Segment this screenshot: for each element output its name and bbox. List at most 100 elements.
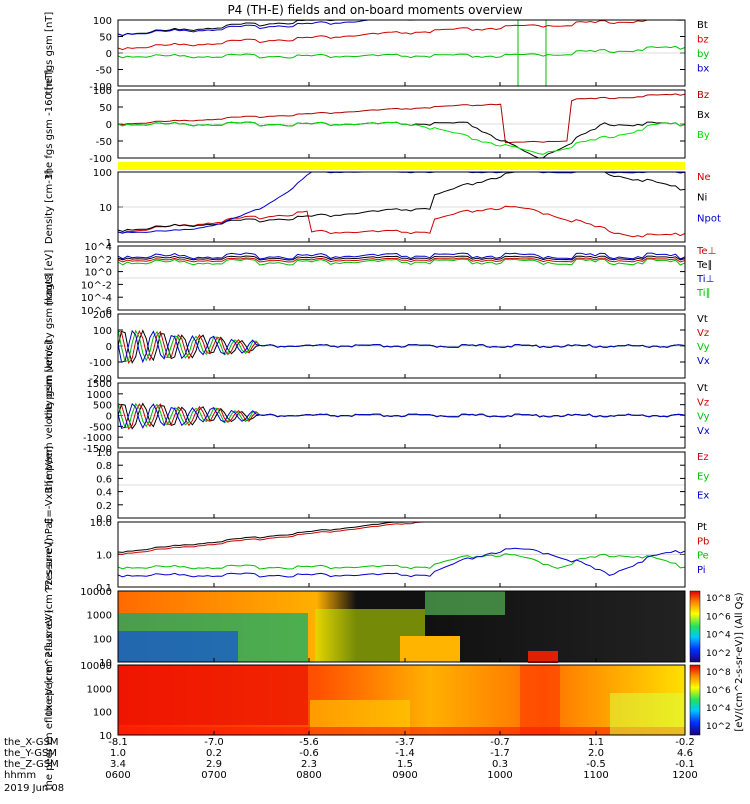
panel-frame bbox=[117, 19, 686, 87]
figure-title: P4 (TH-E) fields and on-board moments ov… bbox=[227, 3, 522, 17]
legend-label: Bz bbox=[697, 90, 709, 101]
ytick-label: 1 bbox=[106, 238, 112, 249]
ytick-label: 0 bbox=[106, 120, 112, 131]
legend-label: bx bbox=[697, 64, 709, 75]
colorbar-strip bbox=[689, 590, 701, 663]
ytick-label: -100 bbox=[89, 154, 112, 165]
legend-label: Ne bbox=[697, 172, 711, 183]
series-line-Vx bbox=[117, 403, 686, 429]
legend-label: Npot bbox=[697, 213, 721, 224]
panel-ylabel: Density [cm-3] bbox=[44, 170, 55, 244]
spectrogram-band bbox=[118, 665, 308, 725]
legend-label: Pb bbox=[697, 536, 709, 547]
footer-value: 0700 bbox=[201, 770, 226, 781]
legend-label: Ey bbox=[697, 471, 709, 482]
panel-8: Pressure [nPa] 10.0 1.0 0.1 Pt Pb Pe Pi bbox=[44, 518, 709, 594]
legend-label: Vy bbox=[697, 342, 710, 353]
ytick-label: 100 bbox=[93, 168, 112, 179]
footer-value: -0.5 bbox=[586, 759, 606, 770]
ytick-label: 500 bbox=[93, 401, 112, 412]
ytick-label: 10.0 bbox=[90, 518, 112, 529]
series-line-bz bbox=[117, 19, 686, 51]
legend-label: Ex bbox=[697, 491, 709, 502]
series-line-Ti∥ bbox=[117, 258, 686, 266]
panel-5: the peim velocity gsm [km/s] 2001000-100-… bbox=[44, 273, 710, 420]
legend-label: Ni bbox=[697, 193, 707, 204]
ytick-label: 10^-2 bbox=[81, 280, 112, 291]
ytick-label: 1000 bbox=[87, 684, 112, 695]
ytick-label: 10 bbox=[99, 731, 112, 742]
footer-value: -7.0 bbox=[204, 737, 224, 748]
series-line-Ti⊥ bbox=[117, 252, 686, 260]
ytick-label: -1000 bbox=[83, 433, 112, 444]
legend-label: Te∥ bbox=[696, 260, 713, 271]
spectrogram-band bbox=[118, 727, 685, 735]
legend-label: Vz bbox=[697, 328, 709, 339]
colorbar-tick: 10^8 bbox=[706, 668, 731, 678]
panel-1: the fgs gsm [nT] 100 50 0 -50 -100 Bt bz by bx bbox=[44, 12, 709, 95]
ytick-label: 10^0 bbox=[85, 268, 112, 279]
panel-frame bbox=[117, 590, 686, 663]
colorbar-tick: 10^2 bbox=[706, 722, 731, 732]
footer-value: -5.6 bbox=[299, 737, 319, 748]
legend-label: Ez bbox=[697, 452, 709, 463]
series-line-By bbox=[117, 121, 686, 155]
colorbar-tick: 10^4 bbox=[706, 704, 731, 714]
legend-label: by bbox=[697, 49, 709, 60]
footer-value: -8.1 bbox=[108, 737, 128, 748]
legend-label: Pe bbox=[697, 551, 709, 562]
footer-value: 1.0 bbox=[110, 748, 126, 759]
legend-label: Bt bbox=[697, 20, 708, 31]
panel-frame bbox=[117, 89, 686, 159]
series-line-Bx bbox=[117, 121, 686, 159]
legend-label: By bbox=[697, 130, 710, 141]
footer-value: -0.6 bbox=[299, 748, 319, 759]
legend-label: Ti⊥ bbox=[696, 274, 714, 285]
legend-label: Vz bbox=[697, 397, 709, 408]
ytick-label: 100 bbox=[93, 708, 112, 719]
footer-value: -1.7 bbox=[490, 748, 510, 759]
footer-value: -0.2 bbox=[675, 737, 695, 748]
legend-label: Vx bbox=[697, 356, 710, 367]
colorbar-tick: 10^6 bbox=[706, 686, 731, 696]
footer-value: 4.6 bbox=[677, 748, 693, 759]
footer-value: 0600 bbox=[105, 770, 130, 781]
ytick-label: -100 bbox=[89, 358, 112, 369]
series-line-Bz bbox=[117, 93, 686, 144]
legend-label: Bx bbox=[697, 110, 710, 121]
panel-ylabel: E=-VxB [mV/m] bbox=[44, 446, 55, 524]
series-line-by bbox=[117, 45, 686, 59]
ytick-label: 10000 bbox=[80, 661, 112, 672]
panel-ylabel: Pressure [nPa] bbox=[44, 519, 55, 591]
panel-frame bbox=[117, 664, 686, 736]
ytick-label: 1000 bbox=[87, 390, 112, 401]
panel-7: E=-VxB [mV/m] 1.0 0.8 0.6 0.4 0.2 0.0 Ez Ey Ex bbox=[44, 446, 709, 525]
panel-ylabel: the peem velocity gsm [km/s] bbox=[44, 341, 55, 491]
panel-frame bbox=[117, 451, 686, 519]
ytick-label: 0.4 bbox=[96, 488, 112, 499]
legend-label: bz bbox=[697, 35, 709, 46]
panel-frame bbox=[117, 313, 686, 379]
ytick-label: -1500 bbox=[83, 444, 112, 455]
series-line-Te∥ bbox=[117, 255, 686, 261]
colorbar-strip bbox=[689, 664, 701, 736]
series-line-Pe bbox=[117, 553, 686, 570]
status-bar bbox=[118, 162, 685, 170]
spectrogram-band bbox=[400, 636, 460, 662]
ytick-label: 10^4 bbox=[85, 242, 112, 253]
ytick-label: 10^-4 bbox=[81, 293, 112, 304]
spectrogram-band bbox=[528, 651, 558, 663]
ytick-label: 0 bbox=[106, 342, 112, 353]
ytick-label: 1500 bbox=[87, 379, 112, 390]
footer-value: -0.7 bbox=[490, 737, 510, 748]
ytick-label: 10^2 bbox=[85, 255, 112, 266]
footer-value: 2.3 bbox=[301, 759, 317, 770]
ytick-label: 100 bbox=[93, 86, 112, 97]
footer-value: 1100 bbox=[583, 770, 608, 781]
panel-3: Density [cm-3] 100 10 1 Ne Ni Npot bbox=[44, 168, 721, 249]
colorbar-label: [eV/(cm^2-s-sr-eV)] (All Qs) bbox=[734, 592, 745, 731]
footer-value: -0.1 bbox=[675, 759, 695, 770]
ytick-label: -100 bbox=[89, 82, 112, 93]
ytick-label: 200 bbox=[93, 310, 112, 321]
